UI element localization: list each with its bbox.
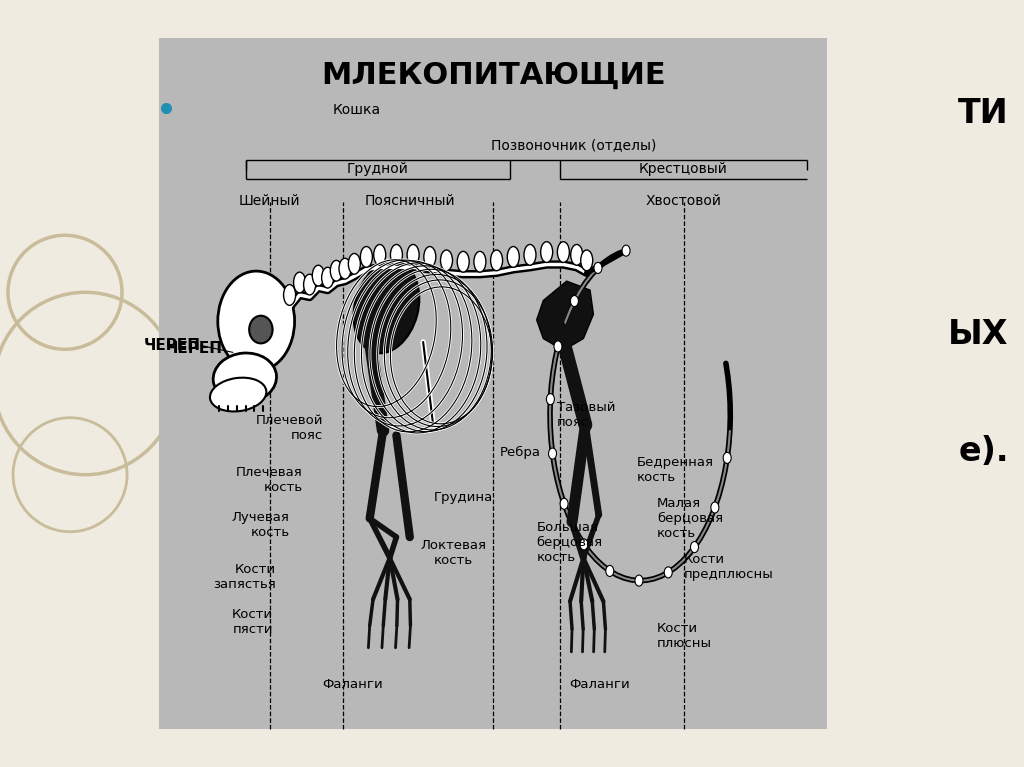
- Ellipse shape: [570, 295, 579, 307]
- Ellipse shape: [594, 262, 602, 274]
- Ellipse shape: [557, 242, 569, 262]
- Ellipse shape: [312, 265, 325, 286]
- Text: Тазовый
пояс: Тазовый пояс: [557, 400, 615, 429]
- Ellipse shape: [303, 275, 315, 295]
- Ellipse shape: [348, 253, 360, 275]
- Text: ЧЕРЕП: ЧЕРЕП: [143, 338, 201, 353]
- Text: Крестцовый: Крестцовый: [639, 162, 728, 176]
- Ellipse shape: [490, 250, 503, 271]
- Text: Кости
предплюсны: Кости предплюсны: [684, 553, 773, 581]
- Ellipse shape: [284, 285, 296, 305]
- Ellipse shape: [457, 252, 469, 272]
- Text: Кости
пясти: Кости пясти: [231, 608, 272, 636]
- Ellipse shape: [723, 453, 731, 463]
- Ellipse shape: [547, 393, 554, 405]
- Ellipse shape: [294, 272, 305, 293]
- Ellipse shape: [374, 245, 386, 265]
- Ellipse shape: [353, 262, 420, 354]
- Ellipse shape: [218, 271, 295, 371]
- Ellipse shape: [665, 567, 672, 578]
- Text: ЧЕРЕП: ЧЕРЕП: [166, 341, 223, 357]
- Ellipse shape: [360, 246, 373, 267]
- Ellipse shape: [580, 539, 588, 550]
- Ellipse shape: [581, 250, 593, 271]
- Text: Грудной: Грудной: [347, 162, 409, 176]
- Ellipse shape: [507, 246, 519, 267]
- Ellipse shape: [690, 542, 698, 553]
- Ellipse shape: [249, 316, 272, 344]
- Ellipse shape: [570, 245, 583, 265]
- Ellipse shape: [331, 260, 342, 281]
- Text: Плечевой
пояс: Плечевой пояс: [255, 414, 323, 443]
- Text: Хвостовой: Хвостовой: [645, 194, 722, 208]
- Ellipse shape: [322, 267, 334, 288]
- Polygon shape: [537, 281, 594, 351]
- Ellipse shape: [210, 377, 266, 411]
- Text: МЛЕКОПИТАЮЩИЕ: МЛЕКОПИТАЮЩИЕ: [321, 61, 666, 91]
- Text: Большая
берцовая
кость: Большая берцовая кость: [537, 521, 603, 565]
- Text: Шейный: Шейный: [239, 194, 300, 208]
- Ellipse shape: [622, 245, 630, 256]
- Ellipse shape: [549, 448, 556, 459]
- Text: Лучевая
кость: Лучевая кость: [231, 512, 290, 539]
- Text: Локтевая
кость: Локтевая кость: [420, 539, 486, 567]
- Bar: [160, 38, 827, 729]
- Ellipse shape: [524, 245, 536, 265]
- Ellipse shape: [606, 565, 613, 577]
- Ellipse shape: [408, 245, 419, 265]
- Text: ЫХ: ЫХ: [948, 318, 1009, 351]
- Ellipse shape: [424, 246, 436, 267]
- Text: Кошка: Кошка: [333, 104, 381, 117]
- Ellipse shape: [541, 242, 553, 262]
- Text: е).: е).: [958, 436, 1009, 469]
- Text: Малая
берцовая
кость: Малая берцовая кость: [656, 497, 723, 540]
- Ellipse shape: [390, 245, 402, 265]
- Ellipse shape: [560, 499, 568, 509]
- Ellipse shape: [554, 341, 562, 352]
- Ellipse shape: [635, 575, 643, 586]
- Text: Плечевая
кость: Плечевая кость: [237, 466, 303, 495]
- Text: Бедренная
кость: Бедренная кость: [637, 456, 714, 484]
- Text: Кости
запястья: Кости запястья: [213, 563, 276, 591]
- Ellipse shape: [213, 353, 276, 403]
- Text: Фаланги: Фаланги: [323, 678, 383, 691]
- Text: ТИ: ТИ: [958, 97, 1009, 130]
- Ellipse shape: [339, 258, 351, 279]
- Text: Фаланги: Фаланги: [569, 678, 631, 691]
- Text: Ребра: Ребра: [500, 446, 541, 459]
- Ellipse shape: [474, 252, 486, 272]
- Text: Кости
плюсны: Кости плюсны: [656, 622, 712, 650]
- Text: Позвоночник (отделы): Позвоночник (отделы): [490, 138, 656, 152]
- Ellipse shape: [711, 502, 719, 513]
- Ellipse shape: [440, 250, 453, 271]
- Text: Поясничный: Поясничный: [365, 194, 455, 208]
- Text: Грудина: Грудина: [433, 491, 493, 504]
